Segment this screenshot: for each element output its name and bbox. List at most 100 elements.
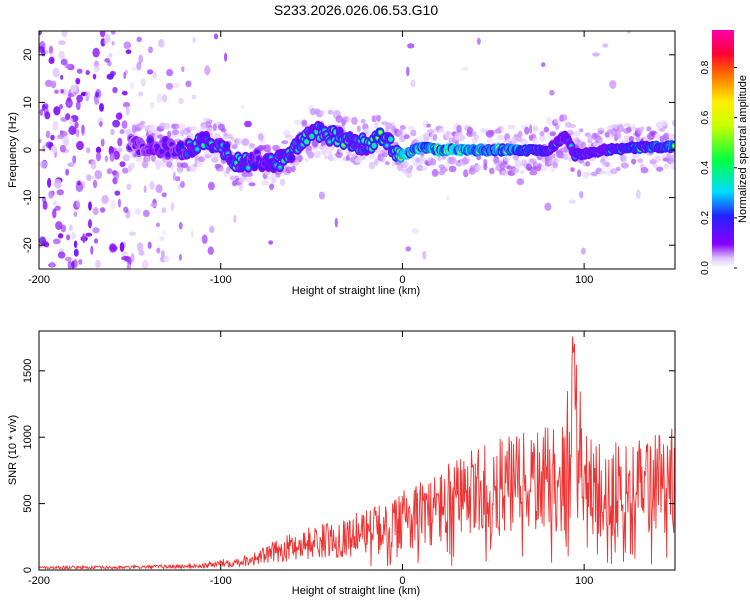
halo-blob: [409, 164, 414, 170]
noise-blob: [156, 222, 160, 228]
noise-blob: [161, 94, 168, 103]
noise-blob: [149, 101, 155, 109]
noise-blob: [49, 261, 55, 268]
halo-blob: [604, 162, 611, 168]
noise-blob: [54, 89, 59, 94]
noise-blob: [178, 253, 182, 261]
noise-blob: [213, 33, 219, 40]
noise-blob: [65, 168, 69, 176]
noise-blob: [138, 91, 144, 97]
noise-blob: [57, 233, 64, 239]
halo-blob: [351, 116, 358, 125]
ridge-mid: [223, 143, 230, 150]
noise-blob: [602, 43, 609, 48]
halo-blob: [157, 134, 164, 139]
halo-blob: [171, 123, 180, 130]
noise-blob: [68, 125, 77, 135]
halo-blob: [307, 151, 315, 159]
noise-blob: [175, 176, 181, 182]
halo-blob: [448, 156, 457, 165]
halo-blob: [554, 157, 560, 164]
noise-blob: [66, 234, 71, 241]
y-tick-label: 0: [22, 567, 34, 573]
noise-blob: [92, 73, 97, 80]
halo-blob: [514, 159, 522, 168]
noise-blob: [140, 78, 146, 87]
noise-blob: [155, 184, 163, 194]
noise-blob: [93, 65, 101, 73]
noise-blob: [53, 106, 61, 116]
halo-blob: [631, 158, 637, 165]
noise-blob: [635, 189, 641, 199]
colorbar-tick-label: 0.2: [700, 211, 711, 225]
noise-blob: [54, 205, 61, 211]
ridge-core: [342, 143, 346, 147]
halo-blob: [456, 124, 462, 133]
halo-blob: [145, 155, 150, 163]
halo-blob: [327, 109, 334, 115]
halo-blob: [664, 163, 669, 169]
noise-blob: [115, 112, 123, 120]
x-tick-label: -100: [210, 274, 232, 286]
noise-blob: [96, 151, 101, 162]
noise-blob: [122, 154, 130, 162]
noise-blob: [85, 70, 90, 76]
noise-blob: [90, 175, 97, 180]
noise-blob: [110, 199, 116, 210]
halo-blob: [554, 118, 561, 124]
halo-blob: [444, 131, 452, 139]
halo-blob: [417, 136, 422, 144]
noise-blob: [41, 49, 46, 57]
noise-blob: [240, 104, 245, 110]
halo-blob: [626, 126, 633, 133]
halo-blob: [238, 183, 244, 192]
colorbar-gradient: [712, 30, 734, 268]
noise-blob: [73, 240, 78, 249]
noise-blob: [172, 82, 180, 89]
noise-blob: [71, 260, 75, 269]
halo-blob: [230, 136, 235, 142]
noise-blob: [165, 82, 174, 90]
halo-blob: [421, 166, 428, 172]
ridge-core: [372, 144, 376, 148]
noise-blob: [201, 234, 208, 244]
noise-blob: [117, 198, 121, 208]
halo-blob: [236, 138, 242, 145]
noise-blob: [131, 67, 136, 71]
noise-blob: [126, 183, 132, 190]
halo-blob: [577, 169, 582, 178]
noise-blob: [108, 52, 113, 58]
noise-blob: [407, 43, 415, 49]
halo-blob: [570, 167, 575, 172]
noise-blob: [48, 190, 54, 199]
noise-blob: [65, 113, 71, 121]
ridge-mid: [288, 155, 294, 161]
noise-blob: [47, 177, 52, 188]
halo-blob: [512, 167, 520, 174]
noise-blob: [42, 103, 49, 109]
noise-blob: [85, 232, 93, 237]
ridge-core: [378, 131, 382, 134]
noise-blob: [71, 231, 76, 240]
halo-blob: [410, 129, 417, 137]
noise-blob: [85, 91, 91, 100]
noise-blob: [129, 81, 135, 90]
noise-blob: [51, 57, 55, 62]
noise-blob: [52, 120, 59, 131]
halo-blob: [309, 108, 317, 116]
noise-blob: [549, 89, 555, 96]
halo-blob: [540, 164, 548, 172]
noise-blob: [90, 160, 97, 170]
halo-blob: [151, 154, 156, 163]
noise-blob: [39, 31, 42, 36]
halo-blob: [246, 172, 253, 177]
noise-blob: [109, 152, 115, 162]
noise-blob: [57, 251, 66, 259]
ridge-core: [315, 130, 319, 134]
noise-blob: [158, 39, 165, 48]
noise-blob: [121, 90, 128, 96]
noise-blob: [72, 155, 77, 164]
noise-blob: [142, 259, 149, 269]
halo-blob: [496, 134, 505, 141]
noise-blob: [318, 191, 325, 200]
